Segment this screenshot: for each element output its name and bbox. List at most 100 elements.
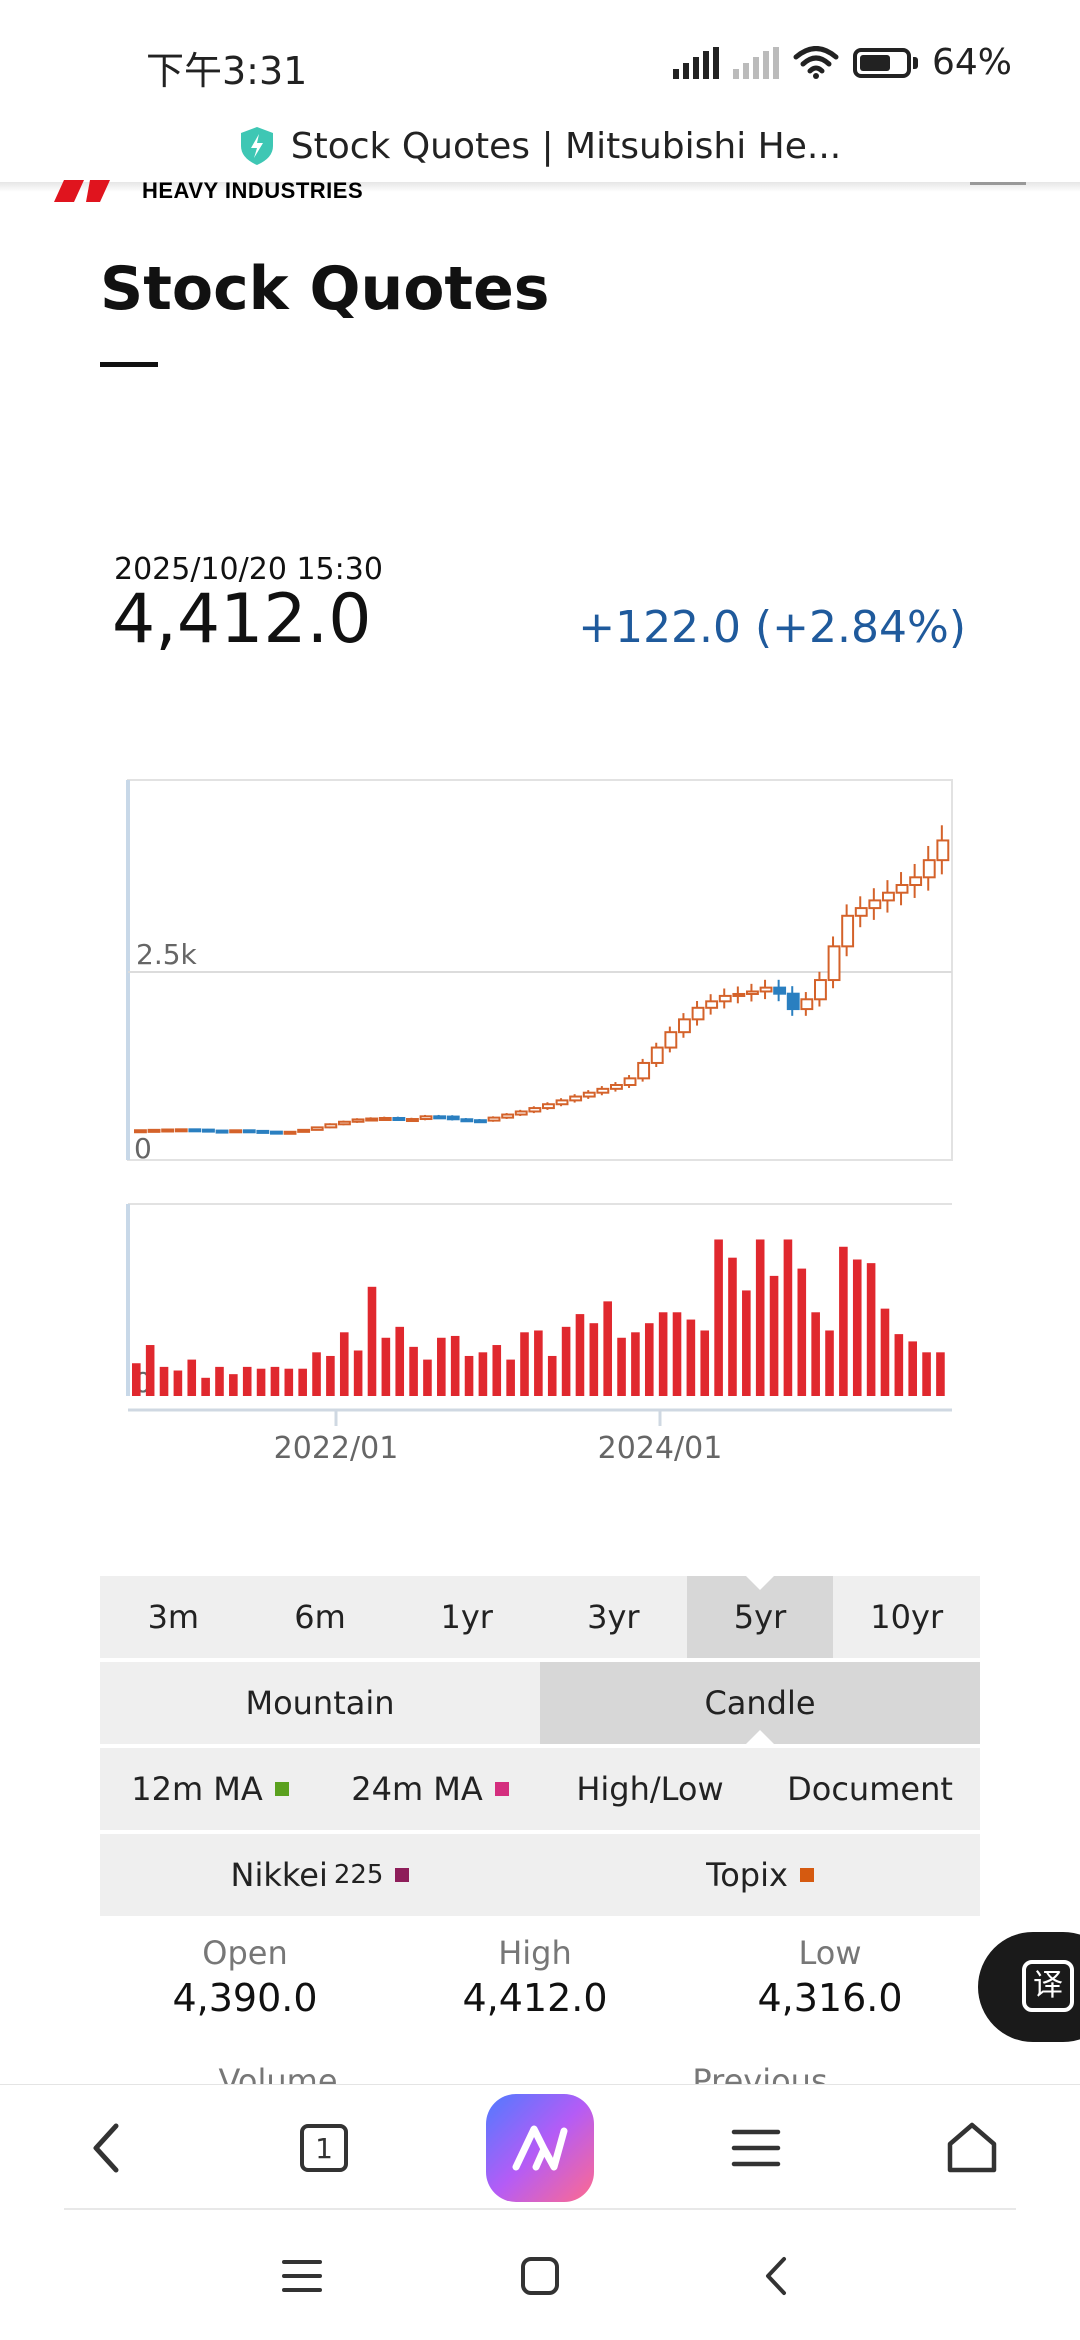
candle-up [759,986,773,993]
volume-bar [409,1346,418,1396]
candle-up [596,1087,610,1094]
candle-down [474,1119,487,1124]
tabs-button[interactable]: 1 [274,2085,374,2211]
candle-down [242,1129,256,1134]
overlay-selector: 12m MA 24m MA High/Low Document [100,1748,980,1830]
volume-bar [908,1341,918,1396]
volume-bar [561,1326,571,1396]
candle-down [433,1115,447,1120]
volume-bar [728,1257,737,1396]
volume-bar [229,1374,238,1396]
home-button[interactable] [922,2085,1022,2211]
candle-up [338,1120,351,1126]
period-selector: 3m 6m 1yr 3yr 5yr 10yr [100,1576,980,1658]
volume-bar [534,1330,543,1396]
price-chart-frame: 2.5k 0 [126,779,953,1165]
volume-bar [700,1330,710,1396]
back-arrow-icon [93,2123,119,2173]
low-value: 4,316.0 [757,1976,903,2020]
back-button[interactable] [56,2085,156,2211]
tabs-count: 1 [300,2124,348,2172]
candle-up [514,1110,528,1116]
volume-bar [644,1323,654,1396]
ai-assistant-icon [486,2094,594,2202]
volume-bar [464,1355,474,1396]
ma24-swatch [494,1782,509,1796]
period-6m-button[interactable]: 6m [294,1598,346,1636]
candle-up [310,1126,324,1131]
candle-down [460,1118,474,1123]
candle-down [392,1116,406,1121]
volume-bar [575,1314,585,1396]
period-5yr-button[interactable]: 5yr [686,1576,834,1658]
menu-icon[interactable] [970,182,1026,185]
highlow-toggle[interactable]: High/Low [576,1770,724,1808]
topix-swatch [799,1868,814,1882]
back-nav-button[interactable] [726,2212,826,2340]
volume-bar [284,1368,294,1396]
address-bar[interactable]: Stock Quotes | Mitsubishi He... [0,108,1080,184]
volume-bar [825,1330,834,1396]
address-bar-shadow [0,182,1080,192]
volume-bar [187,1359,197,1396]
volume-bar [312,1352,321,1396]
candle-up [678,1018,691,1034]
menu-button[interactable] [706,2085,806,2211]
candle-up [174,1128,188,1133]
volume-bar [672,1312,682,1396]
volume-bar [880,1308,890,1396]
signal-secondary-icon [732,46,779,79]
volume-bar [201,1377,210,1396]
translate-icon: 译 [1022,1960,1074,2012]
candle-up [378,1116,392,1121]
mitsubishi-logo-icon [54,180,110,202]
volume-bar [852,1259,862,1396]
translate-button[interactable]: 译 [978,1932,1080,2042]
ma24-toggle[interactable]: 24m MA [320,1748,540,1830]
topix-toggle[interactable]: Topix [540,1834,980,1916]
y-tick-label: 2.5k [136,938,198,971]
mountain-button[interactable]: Mountain [245,1684,395,1722]
ma12-toggle[interactable]: 12m MA [100,1748,320,1830]
volume-bar [395,1326,405,1396]
document-toggle[interactable]: Document [787,1770,953,1808]
chart-type-selector: Mountain Candle [100,1662,980,1744]
candle-down [256,1129,270,1134]
volume-bar [936,1352,945,1396]
ai-assistant-button[interactable] [486,2085,594,2211]
volume-bar [242,1366,252,1396]
volume-bar [783,1239,793,1396]
candle-up [800,998,814,1011]
nikkei-toggle[interactable]: Nikkei 225 [100,1834,540,1916]
volume-bar [159,1366,169,1396]
candle-up [324,1123,338,1129]
stock-chart[interactable]: 2.5k 0 0 2022/01 2024/01 [0,760,1080,1480]
period-10yr-button[interactable]: 10yr [870,1598,944,1636]
volume-bar [173,1370,183,1396]
site-logo[interactable]: HEAVY INDUSTRIES [54,178,363,203]
open-stat: Open 4,390.0 [125,1934,365,2020]
hamburger-icon [731,2129,781,2167]
back-nav-icon [766,2257,786,2295]
candle-up [827,945,841,982]
volume-bar [547,1355,557,1396]
volume-bar [755,1239,765,1396]
status-time: 下午3:31 [146,49,308,93]
candle-up [487,1116,501,1122]
home-nav-button[interactable] [490,2212,590,2340]
heading-underline [100,362,158,367]
quote-datetime: 2025/10/20 15:30 [114,552,383,587]
volume-bar [215,1366,224,1396]
period-1yr-button[interactable]: 1yr [440,1598,493,1636]
candle-up [691,1006,705,1021]
candle-up [746,990,759,995]
candle-button[interactable]: Candle [540,1662,980,1744]
period-3yr-button[interactable]: 3yr [587,1598,640,1636]
candle-up [814,979,827,1001]
quote-price: 4,412.0 [112,580,372,659]
recents-nav-button[interactable] [252,2212,352,2340]
volume-bar [520,1332,529,1396]
candle-up [882,891,895,902]
period-3m-button[interactable]: 3m [147,1598,200,1636]
candle-up [732,992,746,997]
